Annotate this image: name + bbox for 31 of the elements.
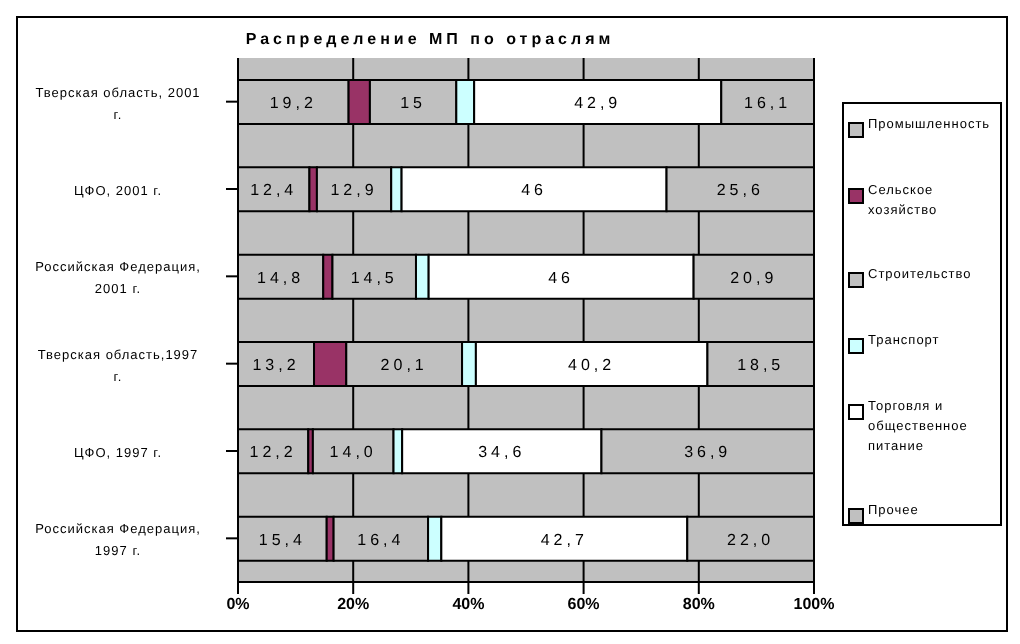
x-tick-label: 60% [567, 595, 600, 614]
data-label: 42,7 [540, 530, 588, 549]
chart-title: Распределение МП по отраслям [243, 30, 617, 48]
data-label: 46 [548, 268, 575, 287]
data-label: 15,4 [258, 530, 306, 549]
data-label: 34,6 [478, 443, 526, 462]
data-label: 18,5 [737, 356, 785, 374]
data-label: 20,1 [380, 356, 428, 374]
x-tick-label: 40% [452, 595, 485, 614]
data-label: 25,6 [716, 181, 764, 200]
data-label: 40,2 [568, 356, 616, 374]
data-label: 22,0 [727, 530, 775, 549]
data-label: 46 [521, 181, 547, 200]
x-tick-label: 80% [682, 595, 715, 614]
data-label: 12,9 [330, 181, 378, 200]
data-label: 12,2 [249, 443, 297, 462]
data-label: 14,5 [350, 268, 398, 287]
data-label: 15 [400, 94, 427, 112]
x-tick-label: 20% [337, 595, 370, 614]
data-label: 12,4 [250, 181, 298, 200]
data-label: 36,9 [684, 443, 732, 462]
x-tick-label: 100% [793, 595, 835, 614]
data-label: 16,1 [744, 94, 792, 112]
x-tick-label: 0% [226, 595, 250, 614]
data-label: 19,2 [269, 94, 317, 112]
data-label: 16,4 [357, 530, 405, 549]
data-label: 13,2 [252, 356, 300, 374]
data-label: 42,9 [574, 94, 622, 112]
data-label: 20,9 [730, 268, 778, 287]
data-label: 14,8 [257, 268, 305, 287]
data-label: 14,0 [329, 443, 377, 462]
